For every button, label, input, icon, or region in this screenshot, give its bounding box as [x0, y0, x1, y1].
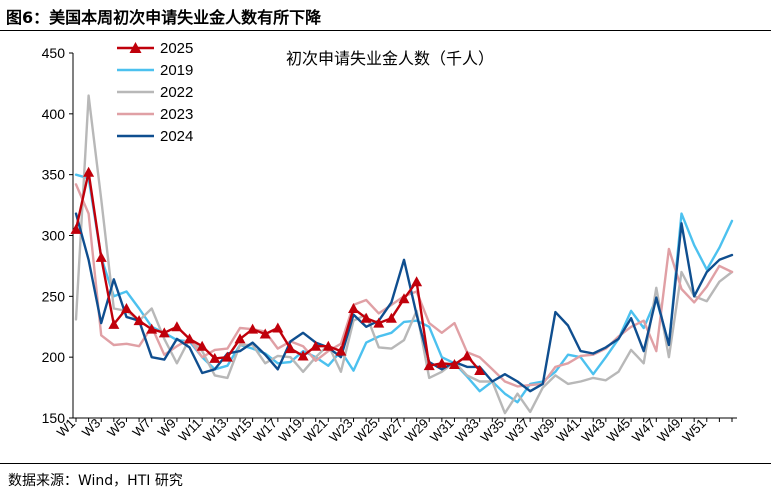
- data-point-2025: [360, 312, 372, 323]
- data-point-2025: [83, 166, 95, 177]
- x-tick-label: W51: [679, 416, 709, 446]
- series-line-2024: [74, 212, 734, 393]
- data-point-2025: [398, 293, 410, 304]
- data-point-2025: [133, 315, 145, 326]
- data-point-2025: [196, 340, 208, 351]
- y-tick-label: 150: [42, 410, 66, 426]
- legend-label-2022: 2022: [160, 84, 193, 101]
- x-tick-label: W27: [377, 416, 407, 446]
- data-point-2025: [448, 358, 460, 369]
- legend: 2025 2019 2022 2023 2024: [117, 40, 193, 145]
- series-line-2025: [74, 170, 481, 372]
- data-point-2025: [436, 357, 448, 368]
- data-point-2025: [95, 251, 107, 262]
- x-tick-label: W7: [129, 416, 153, 440]
- legend-label-2024: 2024: [160, 128, 193, 145]
- series-line-2022: [74, 94, 734, 415]
- x-tick-label: W13: [200, 416, 230, 446]
- series-line-2019: [74, 173, 734, 404]
- y-tick-label: 250: [42, 288, 66, 304]
- legend-marker-2025: [129, 42, 142, 53]
- x-tick-label: W39: [528, 416, 558, 446]
- legend-label-2023: 2023: [160, 106, 193, 123]
- x-tick-label: W9: [155, 416, 179, 440]
- figure-title: 图6：美国本周初次申请失业金人数有所下降: [6, 8, 322, 27]
- bottom-rule: [0, 463, 771, 464]
- data-point-2025: [171, 321, 183, 332]
- x-tick-label: W25: [351, 416, 381, 446]
- data-point-2025: [474, 365, 486, 376]
- x-tick-label: W31: [427, 416, 457, 446]
- data-point-2025: [284, 343, 296, 354]
- x-tick-label: W43: [578, 416, 608, 446]
- x-tick-label: W19: [276, 416, 306, 446]
- data-point-2025: [335, 345, 347, 356]
- data-point-2025: [373, 317, 385, 328]
- data-point-2025: [423, 360, 435, 371]
- legend-label-2025: 2025: [160, 40, 193, 57]
- data-source-note: 数据来源：Wind，HTI 研究: [8, 473, 183, 489]
- data-point-2025: [158, 327, 170, 338]
- series-layer: [70, 94, 734, 415]
- x-tick-label: W21: [301, 416, 331, 446]
- data-point-2025: [348, 303, 360, 313]
- data-point-2025: [411, 276, 423, 287]
- data-point-2025: [297, 350, 309, 361]
- data-point-2025: [70, 223, 82, 234]
- x-tick-label: W17: [250, 416, 280, 446]
- x-tick-label: W11: [175, 416, 204, 445]
- y-tick-label: 300: [42, 228, 66, 244]
- y-tick-label: 350: [42, 167, 66, 183]
- chart-title: 初次申请失业金人数（千人）: [286, 50, 494, 68]
- top-rule: [0, 30, 771, 31]
- data-point-2025: [259, 328, 271, 339]
- data-point-2025: [247, 323, 259, 334]
- x-tick-label: W35: [478, 416, 508, 446]
- data-point-2025: [234, 333, 246, 344]
- data-point-2025: [221, 351, 233, 362]
- y-tick-label: 450: [42, 45, 66, 61]
- x-tick-label: W5: [104, 416, 128, 440]
- x-tick-label: W37: [503, 416, 533, 446]
- x-tick-label: W15: [225, 416, 255, 446]
- data-point-2025: [385, 312, 397, 323]
- data-point-2025: [461, 350, 473, 361]
- data-point-2025: [184, 333, 196, 344]
- y-tick-label: 400: [42, 106, 66, 122]
- x-tick-label: W41: [553, 416, 583, 446]
- legend-label-2019: 2019: [160, 62, 193, 79]
- x-tick-label: W29: [402, 416, 432, 446]
- data-point-2025: [310, 340, 322, 351]
- data-point-2025: [209, 352, 221, 363]
- x-tick-label: W45: [604, 416, 634, 446]
- x-tick-label: W47: [629, 416, 659, 446]
- data-point-2025: [272, 322, 284, 333]
- y-tick-label: 200: [42, 349, 66, 365]
- data-point-2025: [120, 303, 132, 313]
- data-point-2025: [146, 323, 158, 334]
- x-tick-label: W49: [654, 416, 684, 446]
- data-point-2025: [322, 340, 334, 351]
- data-point-2025: [108, 318, 120, 329]
- x-tick-label: W23: [326, 416, 356, 446]
- x-tick-label: W3: [79, 416, 103, 440]
- x-tick-label: W33: [452, 416, 482, 446]
